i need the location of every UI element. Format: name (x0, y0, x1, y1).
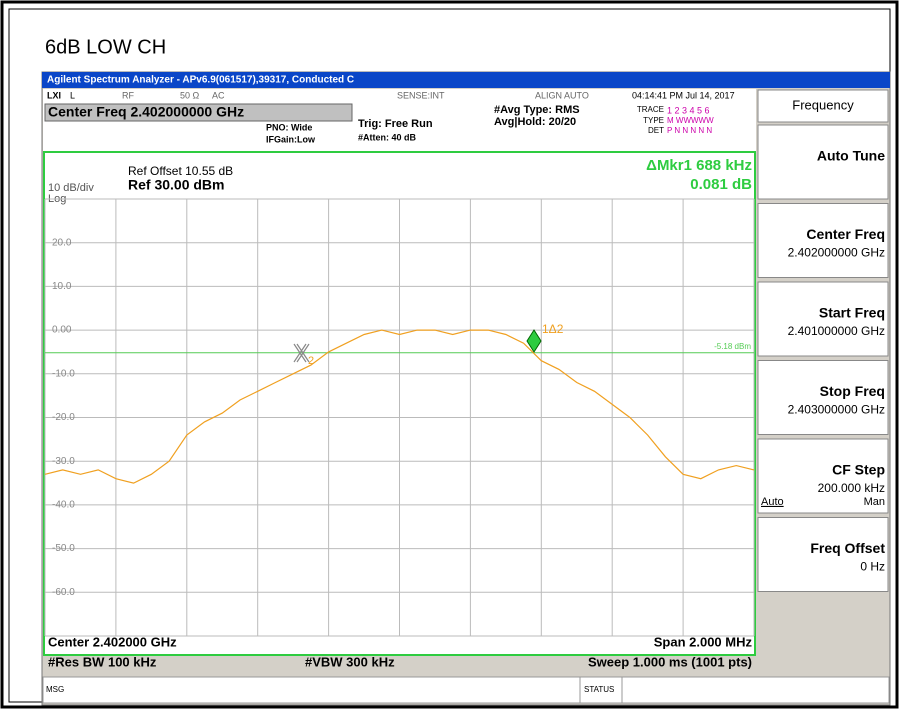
marker-readout: ΔMkr1 688 kHz (646, 157, 752, 174)
softkey-label: CF Step (832, 462, 885, 478)
softkey[interactable] (757, 281, 889, 357)
status: L (70, 90, 75, 100)
y-tick-label: -60.0 (52, 587, 75, 598)
softkey-label: Stop Freq (820, 383, 885, 399)
softkey[interactable] (757, 203, 889, 278)
title-bar (42, 72, 890, 88)
trig: Trig: Free Run (358, 118, 433, 130)
center-freq-box (44, 103, 353, 122)
status-label: STATUS (584, 685, 614, 694)
footer-vbw: #VBW 300 kHz (305, 654, 395, 669)
footer-sweep: Sweep 1.000 ms (1001 pts) (588, 654, 752, 669)
y-tick-label: 20.0 (52, 237, 72, 248)
softkey[interactable] (757, 438, 889, 514)
softkey-label: Freq Offset (810, 540, 885, 556)
msg: MSG (46, 685, 64, 694)
softkey-menu: Frequency Auto Tune Center Freq 2.402000000… (757, 89, 889, 592)
trace (44, 329, 755, 484)
menu-title: Frequency (792, 97, 854, 112)
trace: TRACE (637, 105, 664, 114)
status: 04:14:41 PM Jul 14, 2017 (632, 90, 735, 100)
softkey[interactable] (757, 124, 889, 200)
footer-rbw: #Res BW 100 kHz (48, 654, 157, 669)
y-tick-label: -20.0 (52, 412, 75, 423)
softkey-label: Center Freq (806, 226, 885, 242)
ref-offset: Ref Offset 10.55 dB (128, 164, 233, 178)
det: DET (648, 126, 664, 135)
avg-type: #Avg Type: RMS (494, 104, 580, 116)
page-title: 6dB LOW CH (45, 36, 166, 58)
y-tick-label: -50.0 (52, 543, 75, 554)
avg-hold: Avg|Hold: 20/20 (494, 116, 576, 128)
atten: #Atten: 40 dB (358, 132, 417, 142)
softkey-value: 2.403000000 GHz (788, 403, 885, 417)
y-tick-label: -10.0 (52, 368, 75, 379)
window-title: Agilent Spectrum Analyzer - APv6.9(06151… (47, 75, 354, 86)
softkey-value: 2.402000000 GHz (788, 246, 885, 260)
marker-2 (293, 343, 310, 363)
ifgain: IFGain:Low (266, 134, 316, 144)
softkey-man: Man (864, 496, 885, 508)
softkey-value: 2.401000000 GHz (788, 324, 885, 338)
center-freq: Center Freq 2.402000000 GHz (48, 104, 244, 120)
status-bar (42, 676, 890, 704)
type-val: M WWWWW (667, 116, 714, 125)
status: SENSE:INT (397, 90, 445, 100)
y-tick-label: 0.00 (52, 325, 72, 336)
softkey-label: Auto Tune (817, 148, 885, 164)
marker-value: 0.081 dB (690, 176, 752, 193)
status: ALIGN AUTO (535, 90, 589, 100)
pno: PNO: Wide (266, 122, 312, 132)
y-tick-label: 10.0 (52, 281, 72, 292)
footer-center: Center 2.402000 GHz (48, 634, 177, 649)
ref-level: Ref 30.00 dBm (128, 177, 224, 193)
status: 50 Ω (180, 90, 200, 100)
menu-title-box (757, 89, 889, 123)
marker-1-label: 1Δ2 (542, 322, 564, 336)
scale: 10 dB/div (48, 182, 94, 194)
softkey[interactable] (757, 517, 889, 592)
softkey-auto: Auto (761, 496, 784, 508)
type: TYPE (643, 116, 664, 125)
display-line-label: -5.18 dBm (714, 342, 751, 351)
softkey-value: 0 Hz (860, 560, 885, 574)
marker-2-label: 2 (308, 355, 314, 367)
footer-span: Span 2.000 MHz (654, 634, 753, 649)
status: AC (212, 90, 225, 100)
lxi: LXI (47, 90, 61, 100)
y-tick-label: -40.0 (52, 500, 75, 511)
status: RF (122, 90, 134, 100)
softkey-value: 200.000 kHz (818, 481, 885, 495)
softkey-label: Start Freq (819, 305, 885, 321)
y-tick-label: -30.0 (52, 456, 75, 467)
marker-1 (526, 329, 542, 353)
det-val: P N N N N N (667, 126, 712, 135)
plot: 20.0 10.0 0.00 -10.0 -20.0 -30.0 -40.0 -50.0 -60… (44, 198, 755, 637)
trace-nums: 1 2 3 4 5 6 (667, 105, 710, 115)
softkey[interactable] (757, 360, 889, 435)
